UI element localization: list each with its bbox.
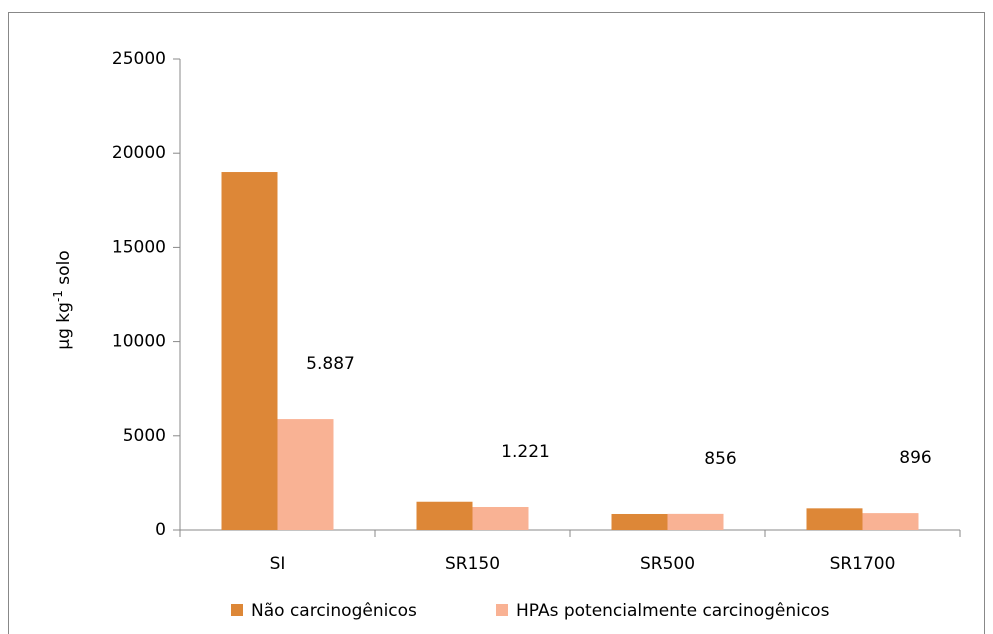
y-label-superscript: -1	[51, 290, 65, 302]
legend-label: Não carcinogênicos	[251, 601, 417, 621]
bar	[221, 172, 278, 531]
y-tick-label: 25000	[112, 49, 166, 69]
y-tick-label: 10000	[112, 332, 166, 352]
y-tick-label: 0	[155, 520, 166, 540]
legend-label: HPAs potencialmente carcinogênicos	[516, 601, 830, 621]
bar	[416, 501, 473, 530]
x-tick-label: SR150	[445, 554, 500, 574]
bar	[611, 513, 668, 530]
bar	[806, 508, 863, 530]
y-tick-label: 5000	[123, 426, 166, 446]
chart-frame	[8, 12, 985, 634]
data-label: 856	[704, 449, 736, 469]
bar	[472, 506, 529, 530]
bar	[277, 419, 334, 530]
data-label: 896	[899, 448, 931, 468]
y-label-base: μg kg	[54, 302, 74, 350]
data-label: 5.887	[306, 354, 355, 374]
y-tick-label: 20000	[112, 143, 166, 163]
y-axis-label: μg kg-1 solo	[51, 250, 75, 349]
y-tick-label: 15000	[112, 237, 166, 257]
y-label-rest: solo	[54, 250, 74, 290]
bar	[667, 513, 724, 530]
legend-swatch	[231, 604, 243, 616]
legend-swatch	[496, 604, 508, 616]
x-tick-label: SR500	[640, 554, 695, 574]
x-tick-label: SR1700	[830, 554, 896, 574]
bar	[862, 513, 919, 530]
data-label: 1.221	[501, 442, 550, 462]
x-tick-label: SI	[270, 554, 286, 574]
